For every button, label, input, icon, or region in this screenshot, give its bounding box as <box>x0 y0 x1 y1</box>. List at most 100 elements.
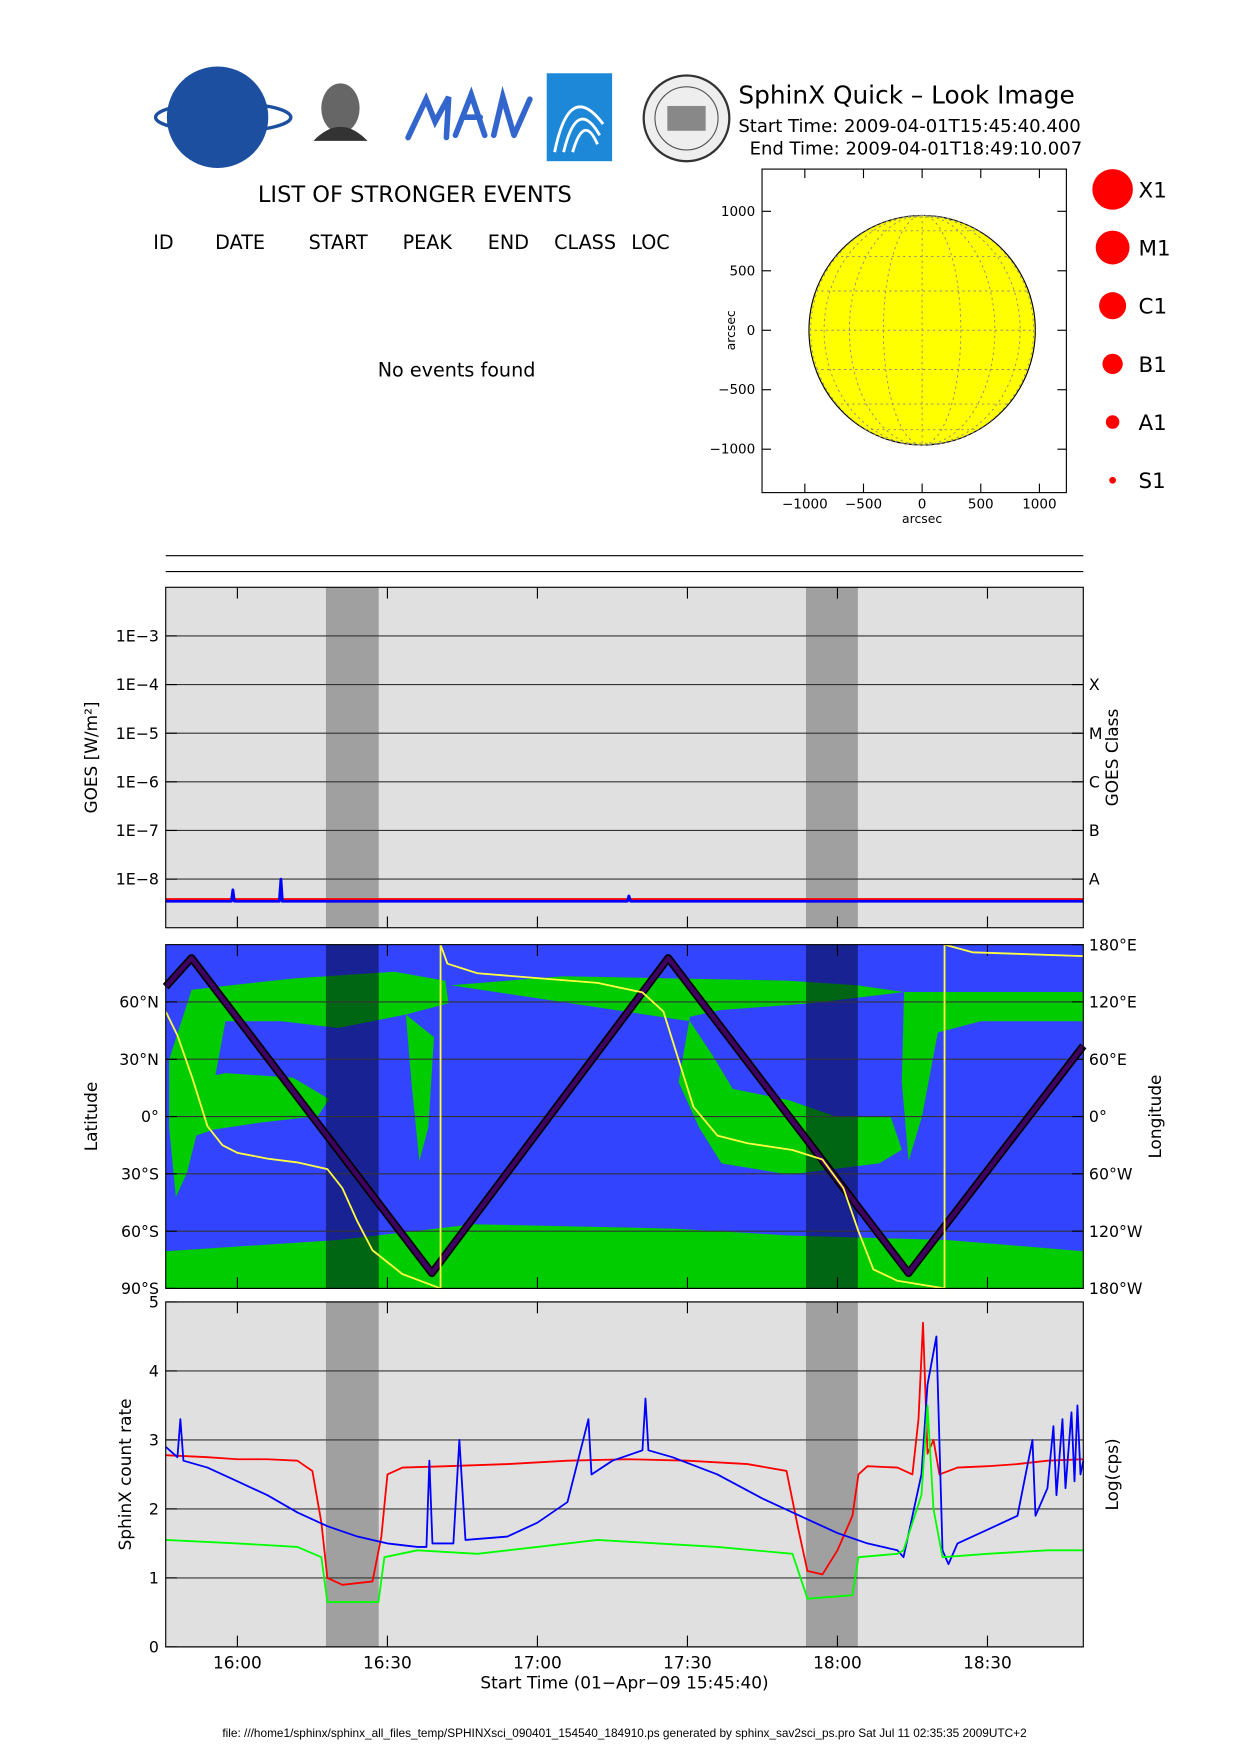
y2-tick-label: 0° <box>1089 1107 1107 1126</box>
end-time: End Time: 2009-04-01T18:49:10.007 <box>750 138 1083 159</box>
y-tick-label: 1E−5 <box>116 724 159 743</box>
x-axis-label: arcsec <box>902 511 942 526</box>
legend-marker <box>1102 353 1123 375</box>
x-tick-label: −500 <box>845 496 882 512</box>
series-line <box>165 1335 1085 1566</box>
meridian <box>810 215 1035 446</box>
zone <box>405 1014 435 1162</box>
y-tick-label: 1E−3 <box>116 627 159 646</box>
panel-background <box>165 1301 1084 1647</box>
column-header: LOC <box>631 231 669 254</box>
eclipse-shading <box>805 587 858 928</box>
series-line <box>164 943 1084 1290</box>
y2-tick-label: 180°W <box>1089 1279 1143 1298</box>
mpah-logo <box>405 85 533 141</box>
y2-tick-label: 120°E <box>1089 993 1137 1012</box>
panel-background <box>165 587 1084 928</box>
x-axis-label: Start Time (01−Apr−09 15:45:40) <box>480 1673 768 1693</box>
column-header: START <box>309 231 368 254</box>
legend-label: B1 <box>1139 353 1167 378</box>
legend-label: M1 <box>1139 236 1171 261</box>
x-tick-label: 18:00 <box>813 1652 862 1672</box>
x-tick-label: −1000 <box>782 496 828 512</box>
meridian <box>848 215 996 446</box>
cbk-logo <box>166 66 269 168</box>
foreground: −1000 −500 0 500 1000 −1000 −500 0 500 1000 arcsec… <box>81 168 1171 1693</box>
column-header: ID <box>153 231 173 254</box>
column-header: END <box>488 231 529 254</box>
panel-frame <box>165 586 1084 929</box>
eclipse-shading <box>325 587 379 928</box>
y-tick-label: 5 <box>149 1293 159 1312</box>
legend-label: X1 <box>1139 178 1167 203</box>
y-tick-label: 0 <box>149 1638 159 1657</box>
series-line <box>165 1404 1084 1603</box>
y2-tick-label: 120°W <box>1089 1222 1143 1241</box>
zone <box>901 991 1084 1162</box>
seal-ring <box>654 86 719 151</box>
y-tick-label: −1000 <box>710 442 756 458</box>
legend-marker <box>1109 476 1116 484</box>
y-tick-label: 90°S <box>121 1279 159 1298</box>
square-logo-arcs <box>553 105 605 153</box>
y2-axis-label: GOES Class <box>1102 709 1122 807</box>
y-axis-label: arcsec <box>723 310 738 350</box>
y-tick-label: 30°N <box>119 1050 159 1069</box>
latitude-track <box>164 955 1086 1276</box>
x-tick-label: 17:00 <box>513 1652 562 1672</box>
eclipse-shading <box>805 1301 858 1647</box>
y-tick-label: 1E−8 <box>116 870 159 889</box>
y-axis-label: SphinX count rate <box>115 1399 135 1551</box>
x-tick-label: 1000 <box>1022 496 1056 512</box>
legend-label: C1 <box>1139 295 1168 320</box>
meridian <box>823 215 1021 446</box>
events-title: LIST OF STRONGER EVENTS <box>258 182 572 208</box>
x-tick-label: 18:30 <box>963 1652 1012 1672</box>
y-axis-label: GOES [W/m²] <box>81 702 101 814</box>
y-tick-label: 3 <box>149 1431 159 1450</box>
zone <box>169 971 449 1198</box>
panel-frame <box>165 944 1084 1290</box>
y-tick-label: −500 <box>718 382 755 398</box>
series-line <box>165 877 1084 903</box>
legend-marker <box>1105 415 1120 429</box>
plot-frame <box>761 168 1067 494</box>
y2-axis-label: Longitude <box>1145 1075 1165 1159</box>
y-tick-label: 1E−7 <box>116 821 159 840</box>
y-tick-label: 500 <box>729 263 755 279</box>
y-tick-label: 60°N <box>119 993 159 1012</box>
portrait-head <box>321 83 360 134</box>
y-tick-label: 1E−6 <box>116 772 159 791</box>
y2-axis-label: Log(cps) <box>1102 1438 1122 1510</box>
legend-label: S1 <box>1139 469 1166 494</box>
y-tick-label: 1 <box>149 1569 159 1588</box>
portrait-body <box>313 126 368 141</box>
y2-tick-label: 180°E <box>1089 935 1137 954</box>
y-tick-label: 0 <box>747 323 756 339</box>
x-tick-label: 17:30 <box>663 1652 712 1672</box>
y-tick-label: 4 <box>149 1362 159 1381</box>
y2-tick-label: 60°W <box>1089 1164 1133 1183</box>
legend-marker <box>1099 292 1127 320</box>
y-axis-label: Latitude <box>81 1082 101 1152</box>
square-logo <box>546 73 613 162</box>
y2-tick-label: X <box>1089 675 1100 694</box>
x-tick-label: 16:30 <box>363 1652 412 1672</box>
logos <box>153 66 731 168</box>
legend-marker <box>1095 230 1130 265</box>
panel-frame <box>165 1301 1084 1648</box>
seal-building <box>667 105 706 131</box>
start-time: Start Time: 2009-04-01T15:45:40.400 <box>738 116 1080 137</box>
events-columns: ID DATE START PEAK END CLASS LOC <box>153 231 669 254</box>
x-tick-label: 0 <box>918 496 927 512</box>
series-line <box>165 1321 1084 1586</box>
legend-marker <box>1092 169 1133 210</box>
y2-tick-label: A <box>1089 870 1100 889</box>
y-tick-label: 30°S <box>121 1164 159 1183</box>
x-tick-label: 500 <box>968 496 994 512</box>
cbk-swoosh <box>153 100 293 134</box>
column-header: DATE <box>215 231 265 254</box>
y-tick-label: 2 <box>149 1500 159 1519</box>
column-header: PEAK <box>403 231 453 254</box>
